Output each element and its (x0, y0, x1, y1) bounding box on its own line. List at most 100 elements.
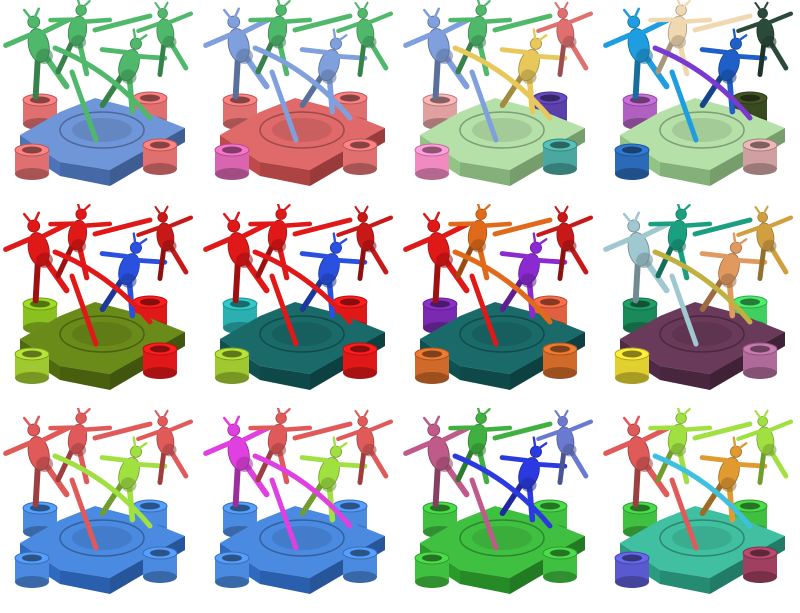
connecting-limbs (452, 421, 553, 551)
connecting-limbs (652, 421, 753, 551)
dancer-figure (603, 7, 671, 100)
dancer-figure (536, 409, 594, 485)
pedestal-cylinder (742, 138, 778, 175)
pedestal-cylinder (142, 138, 178, 175)
pedestal-cylinder (214, 143, 250, 180)
connecting-limbs (652, 217, 753, 347)
dancer-figure (448, 0, 513, 77)
pedestal-cylinder (14, 347, 50, 384)
dancer-figure (248, 204, 313, 281)
connecting-limbs (52, 217, 153, 347)
pedestal-cylinder (742, 546, 778, 583)
render-panel (400, 0, 600, 204)
pedestal-cylinder (142, 342, 178, 379)
pedestal-cylinder (542, 138, 578, 175)
dancer-figure (336, 409, 394, 485)
sculpture-render (203, 408, 394, 594)
sculpture-render (203, 0, 394, 186)
sculpture-render (603, 204, 794, 390)
dancer-figure (499, 436, 568, 523)
dancer-figure (536, 1, 594, 77)
dancer-figure (203, 211, 271, 304)
pedestal-cylinder (342, 342, 378, 379)
dancer-figure (448, 204, 513, 281)
pedestal-cylinder (414, 143, 450, 180)
pedestal-cylinder (214, 551, 250, 588)
dancer-figure (99, 28, 168, 115)
dancer-figure (648, 0, 713, 77)
dancer-figure (336, 1, 394, 77)
dancer-figure (248, 408, 313, 485)
sculpture-render (403, 204, 594, 390)
pedestal-cylinder (542, 342, 578, 379)
sculpture-render (3, 408, 194, 594)
render-panel (600, 408, 800, 612)
sculpture-render (603, 0, 794, 186)
sculpture-render (403, 0, 594, 186)
pedestal-cylinder (14, 551, 50, 588)
pedestal-cylinder (342, 546, 378, 583)
connecting-limbs (452, 217, 553, 347)
dancer-figure (136, 205, 194, 281)
pedestal-cylinder (414, 551, 450, 588)
render-panel (400, 204, 600, 408)
dancer-figure (3, 7, 71, 100)
pedestal-cylinder (614, 143, 650, 180)
connecting-limbs (252, 217, 353, 347)
base-slab (420, 98, 585, 186)
connecting-limbs (652, 13, 753, 143)
dancer-figure (136, 1, 194, 77)
dancer-figure (736, 205, 794, 281)
render-panel (0, 0, 200, 204)
dancer-figure (3, 415, 71, 508)
pedestal-cylinder (414, 347, 450, 384)
sculpture-render (403, 408, 594, 594)
sculpture-render (3, 204, 194, 390)
dancer-figure (299, 436, 368, 523)
pedestal-cylinder (614, 347, 650, 384)
sculpture-render (603, 408, 794, 594)
dancer-figure (736, 1, 794, 77)
pedestal-cylinder (742, 342, 778, 379)
dancer-figure (99, 232, 168, 319)
pedestal-cylinder (214, 347, 250, 384)
dancer-figure (136, 409, 194, 485)
render-panel (200, 408, 400, 612)
dancer-figure (536, 205, 594, 281)
dancer-figure (648, 204, 713, 281)
render-panel (0, 408, 200, 612)
pedestal-cylinder (142, 546, 178, 583)
render-panel (400, 408, 600, 612)
dancer-figure (403, 415, 471, 508)
dancer-figure (248, 0, 313, 77)
dancer-figure (48, 408, 113, 485)
sculpture-render (3, 0, 194, 186)
render-panel (600, 0, 800, 204)
dancer-figure (648, 408, 713, 485)
connecting-limbs (52, 13, 153, 143)
dancer-figure (699, 436, 768, 523)
pedestal-cylinder (614, 551, 650, 588)
dancer-figure (736, 409, 794, 485)
render-panel (600, 204, 800, 408)
pedestal-cylinder (342, 138, 378, 175)
pedestal-cylinder (22, 297, 58, 334)
dancer-figure (203, 7, 271, 100)
dancer-figure (48, 204, 113, 281)
connecting-limbs (252, 13, 353, 143)
pedestal-cylinder (542, 546, 578, 583)
connecting-limbs (52, 421, 153, 551)
dancer-figure (448, 408, 513, 485)
sculpture-render (203, 204, 394, 390)
dancer-figure (603, 415, 671, 508)
connecting-limbs (452, 13, 553, 143)
pedestal-cylinder (14, 143, 50, 180)
connecting-limbs (252, 421, 353, 551)
render-panel (200, 204, 400, 408)
dancer-figure (699, 28, 768, 115)
dancer-figure (48, 0, 113, 77)
pedestal-cylinder (422, 297, 458, 334)
dancer-figure (336, 205, 394, 281)
render-panel (0, 204, 200, 408)
